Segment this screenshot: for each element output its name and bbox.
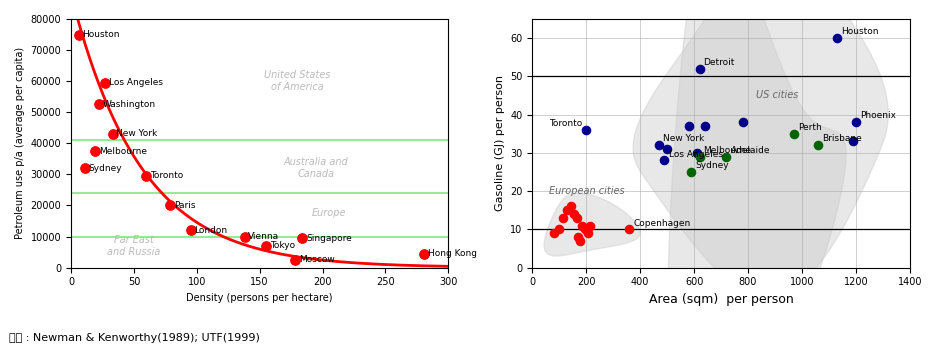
X-axis label: Density (persons per hectare): Density (persons per hectare) [186,293,332,303]
Text: US cities: US cities [755,90,797,100]
Text: Toronto: Toronto [150,171,183,180]
Point [828,35,843,41]
Polygon shape [633,0,887,296]
Text: Hong Kong: Hong Kong [428,249,476,258]
Point [651,142,665,148]
Text: Houston: Houston [82,30,120,39]
Text: Perth: Perth [797,123,821,132]
Text: European cities: European cities [548,186,623,196]
Point [237,234,252,239]
Point [97,80,112,86]
Text: Detroit: Detroit [703,58,734,67]
Point [295,235,310,241]
Text: Australia and
Canada: Australia and Canada [284,157,348,179]
Text: New York: New York [116,129,157,138]
Point [417,251,431,256]
Text: Far East
and Russia: Far East and Russia [107,235,160,257]
Point [578,127,593,133]
Text: 자료 : Newman & Kenworthy(1989); UTF(1999): 자료 : Newman & Kenworthy(1989); UTF(1999) [9,333,260,343]
Point [579,230,594,236]
Point [692,154,707,159]
Polygon shape [544,193,639,256]
Point [582,223,597,228]
Point [696,123,711,129]
Text: Toronto: Toronto [548,119,581,128]
Text: Phoenix: Phoenix [859,111,895,120]
Point [845,139,860,144]
Point [560,207,575,213]
Text: New York: New York [663,134,704,144]
Point [574,223,589,228]
Text: Sydney: Sydney [89,164,122,172]
Point [656,158,671,163]
Text: London: London [194,226,227,235]
Text: Brisbane: Brisbane [821,134,861,144]
Point [785,131,800,137]
Point [139,173,154,179]
Text: Washington: Washington [102,100,155,109]
Point [847,119,862,125]
Point [622,227,636,232]
Point [566,211,581,217]
Text: Tokyo: Tokyo [270,241,295,250]
Point [735,119,750,125]
Text: Copenhagen: Copenhagen [633,218,690,227]
Point [689,150,704,156]
Text: Vienna: Vienna [248,232,279,241]
Point [183,227,197,233]
Text: Sydney: Sydney [695,161,728,170]
Point [546,230,561,236]
Text: Melbourne: Melbourne [703,146,751,155]
Point [163,203,178,208]
Point [78,165,93,171]
Point [91,102,106,107]
Point [680,123,695,129]
Text: Moscow: Moscow [299,255,334,264]
Text: Los Angeles: Los Angeles [667,150,722,159]
Text: Singapore: Singapore [306,234,352,243]
Point [87,148,102,154]
Point [71,32,86,37]
Point [810,142,825,148]
Point [569,215,584,220]
Text: Houston: Houston [841,27,878,36]
Point [551,227,566,232]
Text: Paris: Paris [174,201,196,210]
Point [287,257,302,263]
Point [258,243,273,249]
Polygon shape [667,0,845,345]
Point [105,131,120,137]
Y-axis label: Gasoline (GJ) per person: Gasoline (GJ) per person [494,75,505,211]
Text: United States
of America: United States of America [264,70,330,92]
Point [659,146,674,152]
Text: Europe: Europe [312,208,345,218]
Point [563,204,578,209]
Text: Melbourne: Melbourne [98,147,147,156]
Point [683,169,698,175]
Point [555,215,570,220]
Y-axis label: Petroleum use p/a (average per capita): Petroleum use p/a (average per capita) [15,47,25,239]
Point [692,66,707,71]
Point [570,234,585,240]
Point [577,227,592,232]
X-axis label: Area (sqm)  per person: Area (sqm) per person [648,293,793,306]
Point [572,238,587,244]
Text: Los Angeles: Los Angeles [109,78,163,87]
Point [718,154,733,159]
Text: Adelaide: Adelaide [730,146,769,155]
